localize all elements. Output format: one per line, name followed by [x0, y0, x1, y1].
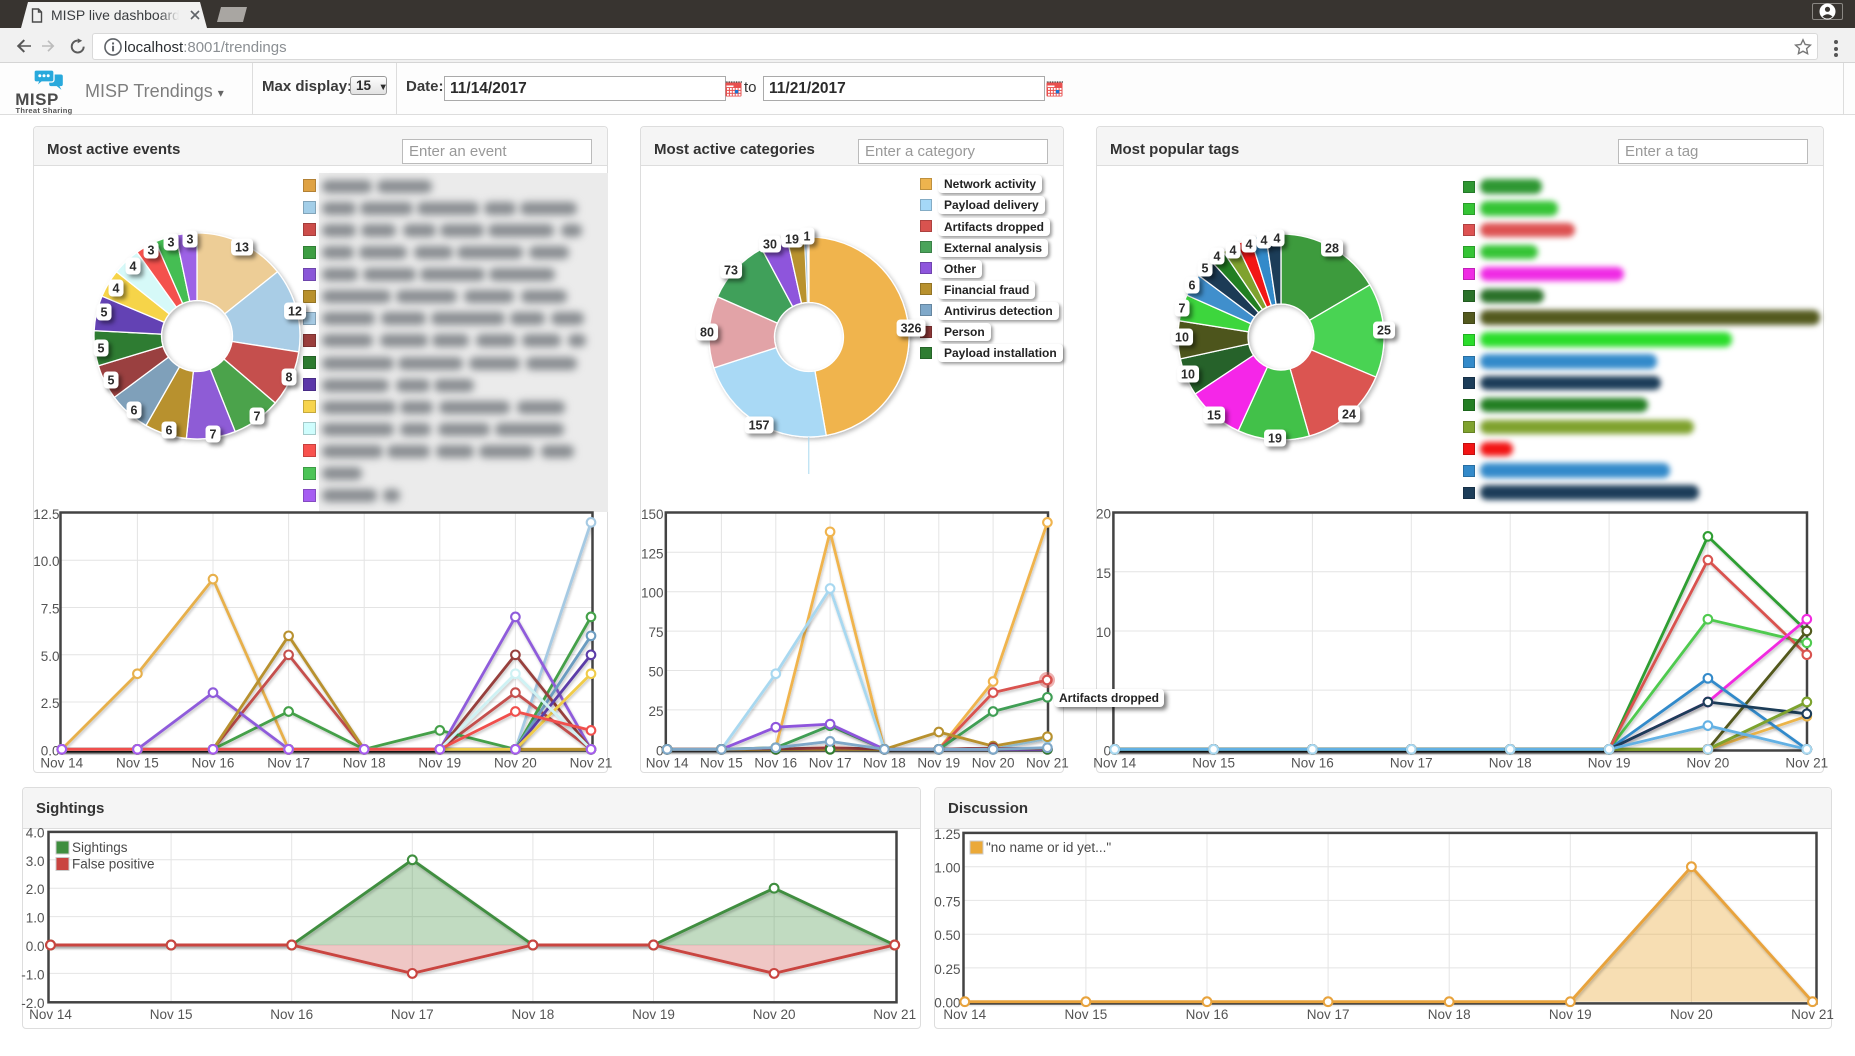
svg-text:0.25: 0.25	[934, 962, 960, 977]
svg-text:2.0: 2.0	[26, 882, 45, 897]
svg-text:Nov 20: Nov 20	[1670, 1007, 1713, 1022]
svg-text:20: 20	[1096, 507, 1111, 522]
svg-text:1.0: 1.0	[26, 911, 45, 926]
svg-text:Nov 16: Nov 16	[270, 1007, 313, 1022]
svg-text:Nov 14: Nov 14	[646, 756, 689, 771]
svg-text:12.5: 12.5	[33, 507, 59, 522]
svg-text:125: 125	[641, 546, 664, 561]
svg-text:0: 0	[1103, 743, 1111, 758]
svg-text:Nov 18: Nov 18	[343, 756, 386, 771]
svg-text:50: 50	[648, 665, 663, 680]
svg-text:Nov 14: Nov 14	[1093, 756, 1136, 771]
svg-text:Nov 17: Nov 17	[1307, 1007, 1350, 1022]
svg-text:15: 15	[1096, 566, 1111, 581]
svg-text:Sightings: Sightings	[72, 840, 128, 855]
svg-text:Nov 15: Nov 15	[116, 756, 159, 771]
svg-text:Nov 20: Nov 20	[1687, 756, 1730, 771]
svg-text:Nov 18: Nov 18	[512, 1007, 555, 1022]
svg-text:0: 0	[656, 743, 664, 758]
svg-text:0.0: 0.0	[41, 743, 60, 758]
svg-text:0.50: 0.50	[934, 928, 960, 943]
svg-text:0.75: 0.75	[934, 894, 960, 909]
svg-text:Nov 18: Nov 18	[1489, 756, 1532, 771]
svg-text:1.25: 1.25	[934, 827, 960, 842]
svg-text:4.0: 4.0	[26, 825, 45, 840]
svg-text:25: 25	[648, 704, 663, 719]
svg-text:Nov 15: Nov 15	[150, 1007, 193, 1022]
svg-text:75: 75	[648, 625, 663, 640]
svg-text:Nov 15: Nov 15	[1065, 1007, 1108, 1022]
svg-text:Nov 17: Nov 17	[1390, 756, 1433, 771]
svg-text:10: 10	[1096, 625, 1111, 640]
svg-text:Nov 20: Nov 20	[494, 756, 537, 771]
svg-text:-2.0: -2.0	[21, 996, 44, 1011]
svg-text:150: 150	[641, 507, 664, 522]
svg-text:Nov 19: Nov 19	[917, 756, 960, 771]
svg-text:Nov 18: Nov 18	[1428, 1007, 1471, 1022]
svg-text:2.5: 2.5	[41, 696, 60, 711]
svg-text:"no name or id yet...": "no name or id yet..."	[986, 840, 1111, 855]
svg-text:Nov 16: Nov 16	[192, 756, 235, 771]
svg-text:Nov 21: Nov 21	[873, 1007, 916, 1022]
svg-text:-1.0: -1.0	[21, 967, 44, 982]
svg-text:Nov 21: Nov 21	[1785, 756, 1828, 771]
svg-text:Nov 15: Nov 15	[1192, 756, 1235, 771]
svg-text:Nov 19: Nov 19	[632, 1007, 675, 1022]
svg-text:Nov 17: Nov 17	[391, 1007, 434, 1022]
svg-text:Nov 20: Nov 20	[972, 756, 1015, 771]
svg-text:Nov 19: Nov 19	[1549, 1007, 1592, 1022]
svg-text:Nov 14: Nov 14	[40, 756, 83, 771]
svg-text:1.00: 1.00	[934, 861, 960, 876]
svg-text:Nov 21: Nov 21	[570, 756, 613, 771]
svg-text:Nov 16: Nov 16	[754, 756, 797, 771]
svg-text:False positive: False positive	[72, 857, 155, 872]
svg-text:Nov 19: Nov 19	[418, 756, 461, 771]
svg-text:Nov 17: Nov 17	[809, 756, 852, 771]
svg-text:Nov 21: Nov 21	[1026, 756, 1069, 771]
svg-text:7.5: 7.5	[41, 602, 60, 617]
svg-text:Nov 19: Nov 19	[1588, 756, 1631, 771]
svg-text:3.0: 3.0	[26, 854, 45, 869]
svg-text:0.0: 0.0	[26, 939, 45, 954]
svg-text:Nov 15: Nov 15	[700, 756, 743, 771]
svg-text:Nov 20: Nov 20	[753, 1007, 796, 1022]
svg-text:0.00: 0.00	[934, 996, 960, 1011]
svg-text:5.0: 5.0	[41, 649, 60, 664]
svg-text:Nov 21: Nov 21	[1791, 1007, 1834, 1022]
svg-text:Nov 16: Nov 16	[1291, 756, 1334, 771]
svg-text:10.0: 10.0	[33, 554, 59, 569]
svg-text:Nov 17: Nov 17	[267, 756, 310, 771]
svg-text:Nov 14: Nov 14	[943, 1007, 986, 1022]
svg-text:Nov 16: Nov 16	[1186, 1007, 1229, 1022]
svg-text:Nov 18: Nov 18	[863, 756, 906, 771]
svg-text:100: 100	[641, 586, 664, 601]
svg-text:Nov 14: Nov 14	[29, 1007, 72, 1022]
